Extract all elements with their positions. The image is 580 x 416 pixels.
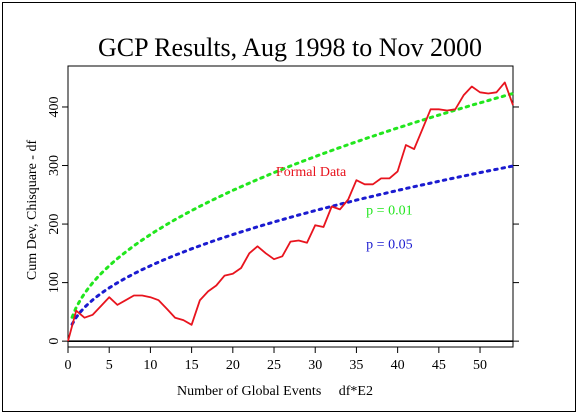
x-tick-label: 0 xyxy=(65,358,72,373)
series-formal-data-line xyxy=(67,81,514,342)
series-p005-line xyxy=(70,164,515,326)
y-tick-label: 100 xyxy=(47,272,62,293)
y-tick-label: 0 xyxy=(47,338,62,345)
x-tick-label: 40 xyxy=(391,358,405,373)
x-tick-label: 35 xyxy=(349,358,363,373)
x-tick-label: 25 xyxy=(267,358,281,373)
plot-border xyxy=(67,65,514,348)
annotation-formal-data: Formal Data xyxy=(276,165,347,180)
x-tick-label: 10 xyxy=(143,358,157,373)
x-tick-label: 15 xyxy=(185,358,199,373)
x-tick-label: 30 xyxy=(308,358,322,373)
y-tick-label: 300 xyxy=(47,155,62,176)
series-p001-line xyxy=(70,92,515,319)
chart-frame xyxy=(2,2,576,412)
x-tick-label: 50 xyxy=(473,358,487,373)
plot-area: 0 5 10 15 20 25 30 35 40 45 50 0 100 200 300 400 Formal … xyxy=(47,65,519,373)
x-tick-label: 20 xyxy=(226,358,240,373)
annotation-p005: p = 0.05 xyxy=(366,238,412,253)
x-tick-label: 5 xyxy=(106,358,113,373)
annotation-p001: p = 0.01 xyxy=(366,204,412,219)
y-tick-label: 200 xyxy=(47,214,62,235)
x-tick-label: 45 xyxy=(432,358,446,373)
y-tick-label: 400 xyxy=(47,96,62,117)
y-axis-label: Cum Dev, Chisquare - df xyxy=(25,140,40,281)
x-axis-label: Number of Global Events df*E2 xyxy=(177,384,373,399)
chart-title: GCP Results, Aug 1998 to Nov 2000 xyxy=(98,33,482,62)
